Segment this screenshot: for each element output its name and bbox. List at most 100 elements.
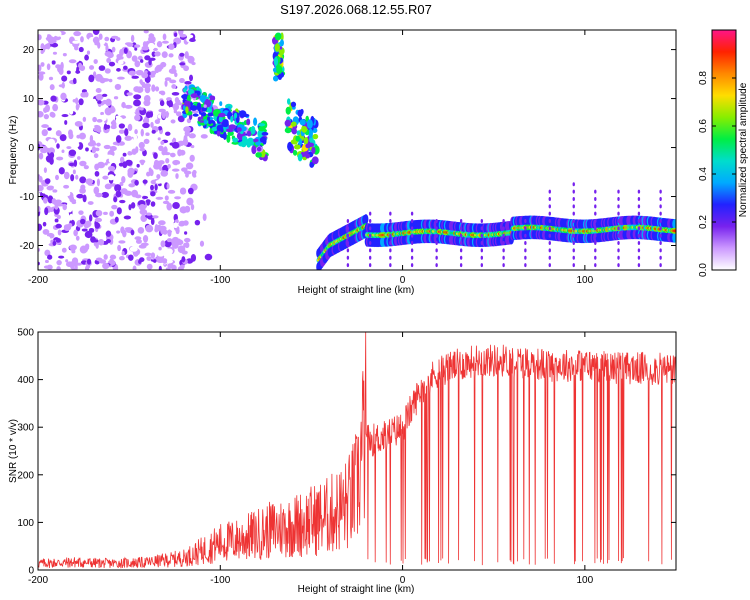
spectrogram-cell: [170, 119, 176, 124]
spectrogram-cell: [124, 104, 133, 109]
spectrogram-cell: [594, 255, 597, 260]
spectrogram-cell: [114, 216, 119, 223]
spectrogram-cell: [46, 264, 53, 270]
spectrogram-cell: [480, 219, 484, 224]
spectrogram-cell: [95, 93, 104, 101]
spectrogram-ytick-label: -10: [20, 192, 35, 203]
spectrogram-cell: [637, 196, 641, 201]
spectrogram-cell: [617, 248, 620, 253]
spectrogram-cell: [190, 203, 195, 211]
spectrogram-cell: [52, 51, 58, 55]
spectrogram-cell: [112, 154, 120, 159]
spectrogram-cell: [231, 141, 240, 145]
spectrogram-cell: [115, 190, 122, 198]
spectrogram-cell: [122, 152, 127, 157]
spectrogram-cell: [87, 152, 93, 159]
spectrogram-cell: [181, 167, 188, 172]
spectrogram-cell: [154, 183, 158, 191]
spectrogram-cell: [38, 64, 42, 72]
spectrogram-cell: [309, 161, 315, 168]
spectrogram-cell: [101, 93, 108, 97]
spectrogram-cell: [184, 130, 190, 137]
spectrogram-cell: [174, 72, 178, 78]
spectrogram-cell: [182, 88, 187, 93]
spectrogram-cell: [149, 74, 156, 78]
spectrogram-cell: [74, 45, 79, 51]
spectrogram-cell: [155, 86, 160, 92]
spectrogram-cell: [54, 218, 59, 223]
spectrogram-cell: [152, 259, 157, 263]
spectrogram-cell: [164, 195, 169, 201]
snr-ylabel: SNR (10 * v/v): [8, 419, 19, 483]
spectrogram-cell: [140, 59, 144, 63]
spectrogram-cell: [389, 248, 392, 253]
spectrogram-cell: [38, 143, 41, 151]
spectrogram-cell: [78, 46, 84, 53]
spectrogram-cell: [410, 255, 414, 260]
spectrogram-cell: [58, 67, 64, 75]
spectrogram-cell: [108, 61, 116, 67]
spectrogram-cell: [659, 189, 662, 194]
spectrogram-cell: [151, 84, 156, 92]
spectrogram-cell: [524, 241, 527, 246]
snr-xtick-label: 100: [577, 575, 594, 586]
spectrogram-cells: [38, 30, 676, 270]
spectrogram-cell: [78, 80, 85, 85]
spectrogram-cell: [274, 43, 280, 52]
spectrogram-cell: [75, 103, 80, 111]
spectrogram-cell: [290, 101, 297, 108]
spectrogram-cell: [67, 44, 74, 52]
spectrogram-cell: [109, 145, 117, 152]
colorbar-tick-label: 0.6: [698, 119, 709, 133]
spectrogram-cell: [150, 70, 157, 76]
spectrogram-cell: [196, 102, 202, 112]
spectrogram-cell: [196, 170, 204, 179]
spectrogram-cell: [38, 184, 44, 192]
spectrogram-cell: [96, 118, 103, 123]
spectrogram-cell: [159, 225, 167, 232]
spectrogram-cell: [410, 226, 414, 231]
spectrogram-cell: [138, 141, 145, 149]
spectrogram-cell: [184, 80, 192, 85]
spectrogram-cell: [78, 98, 84, 106]
spectrogram-cell: [246, 130, 252, 137]
spectrogram-cell: [86, 50, 91, 55]
spectrogram-cell: [104, 68, 111, 74]
spectrogram-cell: [548, 241, 551, 246]
spectrogram-cell: [157, 126, 163, 131]
spectrogram-cell: [64, 224, 71, 228]
spectrogram-cell: [38, 30, 41, 33]
spectrogram-cell: [97, 41, 101, 49]
spectrogram-cell: [659, 248, 662, 253]
spectrogram-cell: [139, 257, 145, 263]
spectrogram-cell: [637, 233, 641, 238]
spectrogram-cell: [164, 77, 172, 81]
spectrogram-cell: [145, 132, 150, 136]
colorbar-ticks: 0.0 0.2 0.4 0.6 0.8: [698, 71, 736, 277]
spectrogram-cell: [56, 143, 60, 149]
spectrogram-cell: [38, 174, 41, 179]
spectrogram-cell: [182, 138, 189, 146]
spectrogram-cell: [134, 60, 141, 68]
spectrogram-cell: [96, 178, 100, 187]
spectrogram-cell: [119, 181, 124, 187]
spectrogram-cell: [594, 211, 597, 216]
spectrogram-cell: [368, 211, 372, 216]
spectrogram-cell: [72, 169, 76, 175]
spectrogram-cell: [102, 207, 110, 213]
spectrogram-cell: [524, 226, 527, 231]
spectrogram-cell: [150, 191, 156, 197]
spectrogram-cell: [287, 141, 293, 152]
spectrogram-cell: [140, 128, 144, 137]
spectrogram-cell: [134, 114, 141, 121]
spectrogram-cell: [594, 233, 597, 238]
spectrogram-cell: [236, 127, 242, 132]
spectrogram-cell: [108, 157, 115, 164]
spectrogram-cell: [240, 140, 247, 148]
spectrogram-cell: [617, 255, 620, 260]
spectrogram-cell: [133, 99, 141, 107]
spectrogram-cell: [659, 226, 662, 231]
spectrogram-cell: [97, 100, 102, 104]
spectrogram-cell: [132, 265, 137, 270]
spectrogram-cell: [102, 262, 110, 270]
